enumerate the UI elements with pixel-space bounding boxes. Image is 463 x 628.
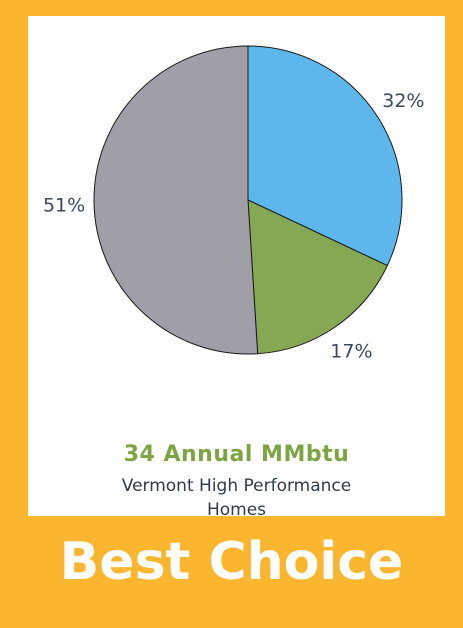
slice-label: 17%: [330, 341, 372, 363]
chart: 32% 17% 51%: [43, 45, 424, 363]
pie-slice: [247, 45, 403, 267]
footer-label: Best Choice: [59, 532, 404, 592]
panel: 32% 17% 51% 34 Annual MMbtu Vermont High P…: [28, 16, 445, 520]
pie-slice: [247, 199, 389, 355]
chart-subtitle: Vermont High Performance Homes: [121, 476, 352, 520]
slice-label: 51%: [43, 194, 85, 216]
pie-slice: [93, 45, 259, 355]
chart-title: 34 Annual MMbtu: [123, 442, 350, 467]
slice-label: 32%: [382, 90, 424, 112]
